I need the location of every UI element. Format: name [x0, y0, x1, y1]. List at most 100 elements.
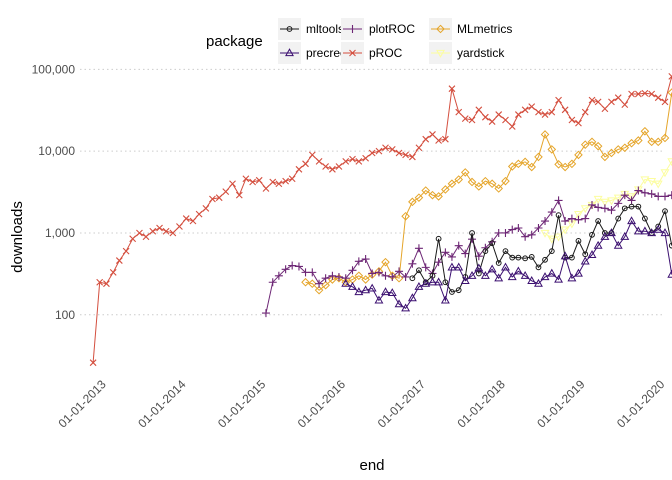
- data-point: [434, 277, 444, 286]
- data-point: [653, 137, 663, 147]
- data-point: [521, 232, 530, 241]
- data-point: [354, 287, 364, 296]
- data-point: [442, 279, 449, 286]
- data-point: [607, 228, 616, 237]
- data-point: [387, 288, 397, 297]
- data-point: [634, 90, 642, 98]
- series-pROC: [89, 72, 672, 367]
- data-point: [560, 251, 570, 260]
- data-point: [614, 199, 623, 208]
- data-point: [449, 289, 455, 295]
- data-point: [594, 98, 602, 106]
- data-point: [528, 103, 536, 111]
- legend-item-mltools: mltools: [278, 18, 344, 40]
- data-point: [627, 138, 636, 148]
- data-point: [401, 303, 411, 312]
- legend-item-precrec: precrec: [278, 42, 346, 64]
- data-point: [481, 113, 489, 121]
- data-point: [474, 263, 484, 272]
- data-point: [103, 280, 110, 288]
- data-point: [349, 155, 356, 163]
- x-tick-label: 01-01-2020: [614, 377, 668, 431]
- data-point: [329, 165, 336, 173]
- data-point: [195, 210, 203, 218]
- data-point: [593, 141, 603, 151]
- data-point: [394, 273, 404, 283]
- x-tick-label: 01-01-2018: [455, 377, 509, 431]
- data-point: [448, 85, 456, 93]
- data-point: [461, 249, 470, 258]
- data-point: [274, 271, 283, 280]
- data-point: [156, 224, 163, 232]
- data-point: [514, 111, 522, 118]
- data-point: [594, 203, 603, 212]
- data-point: [580, 256, 590, 265]
- data-point: [367, 283, 377, 292]
- data-point: [520, 270, 530, 279]
- data-point: [520, 157, 530, 167]
- data-point: [441, 185, 450, 194]
- data-point: [568, 116, 576, 124]
- data-point: [454, 175, 464, 184]
- data-point: [540, 130, 550, 139]
- data-point: [322, 163, 330, 170]
- data-point: [394, 299, 404, 308]
- data-point: [415, 144, 423, 152]
- data-point: [355, 157, 363, 165]
- data-point: [447, 262, 457, 271]
- x-axis-title: end: [359, 457, 384, 474]
- data-point: [288, 261, 297, 270]
- data-point: [588, 200, 597, 209]
- data-point: [295, 165, 303, 173]
- data-point: [314, 285, 324, 295]
- data-point: [428, 190, 437, 200]
- data-point: [588, 96, 596, 104]
- legend-label: pROC: [369, 46, 403, 60]
- legend-title: package: [206, 33, 263, 50]
- legend-item-plotROC: plotROC: [341, 18, 415, 40]
- data-point: [361, 285, 371, 294]
- data-point: [620, 231, 630, 240]
- data-point: [435, 235, 442, 242]
- data-point: [321, 274, 330, 283]
- data-point: [475, 106, 483, 114]
- data-point: [601, 105, 609, 113]
- data-point: [229, 180, 236, 188]
- data-point: [613, 145, 623, 154]
- data-point: [540, 272, 550, 281]
- data-point: [527, 230, 536, 239]
- data-point: [647, 228, 657, 237]
- data-point: [441, 135, 449, 143]
- data-point: [495, 111, 503, 118]
- data-point: [209, 195, 216, 203]
- data-point: [468, 235, 477, 244]
- x-axis: 01-01-2013 01-01-2014 01-01-2015 01-01-2016…: [55, 377, 667, 431]
- x-tick-label: 01-01-2013: [55, 377, 109, 431]
- y-tick-label: 1,000: [45, 226, 75, 240]
- data-point: [554, 196, 563, 205]
- data-point: [502, 116, 509, 124]
- data-point: [468, 116, 476, 124]
- data-point: [534, 152, 543, 162]
- data-point: [307, 279, 317, 289]
- data-point: [527, 276, 537, 284]
- x-tick-label: 01-01-2014: [135, 377, 189, 431]
- data-point: [581, 214, 590, 223]
- data-point: [567, 214, 576, 223]
- data-point: [315, 157, 323, 165]
- data-point: [647, 178, 657, 186]
- data-point: [381, 271, 390, 280]
- data-point: [494, 228, 503, 237]
- data-point: [454, 241, 463, 250]
- data-point: [613, 194, 623, 203]
- data-point: [115, 257, 123, 264]
- data-point: [162, 227, 170, 235]
- legend-label: MLmetrics: [457, 22, 512, 36]
- data-point: [542, 256, 548, 263]
- data-point: [575, 119, 582, 127]
- data-point: [467, 177, 477, 187]
- series-mltools: [409, 203, 672, 295]
- data-point: [641, 89, 649, 97]
- data-point: [436, 24, 445, 34]
